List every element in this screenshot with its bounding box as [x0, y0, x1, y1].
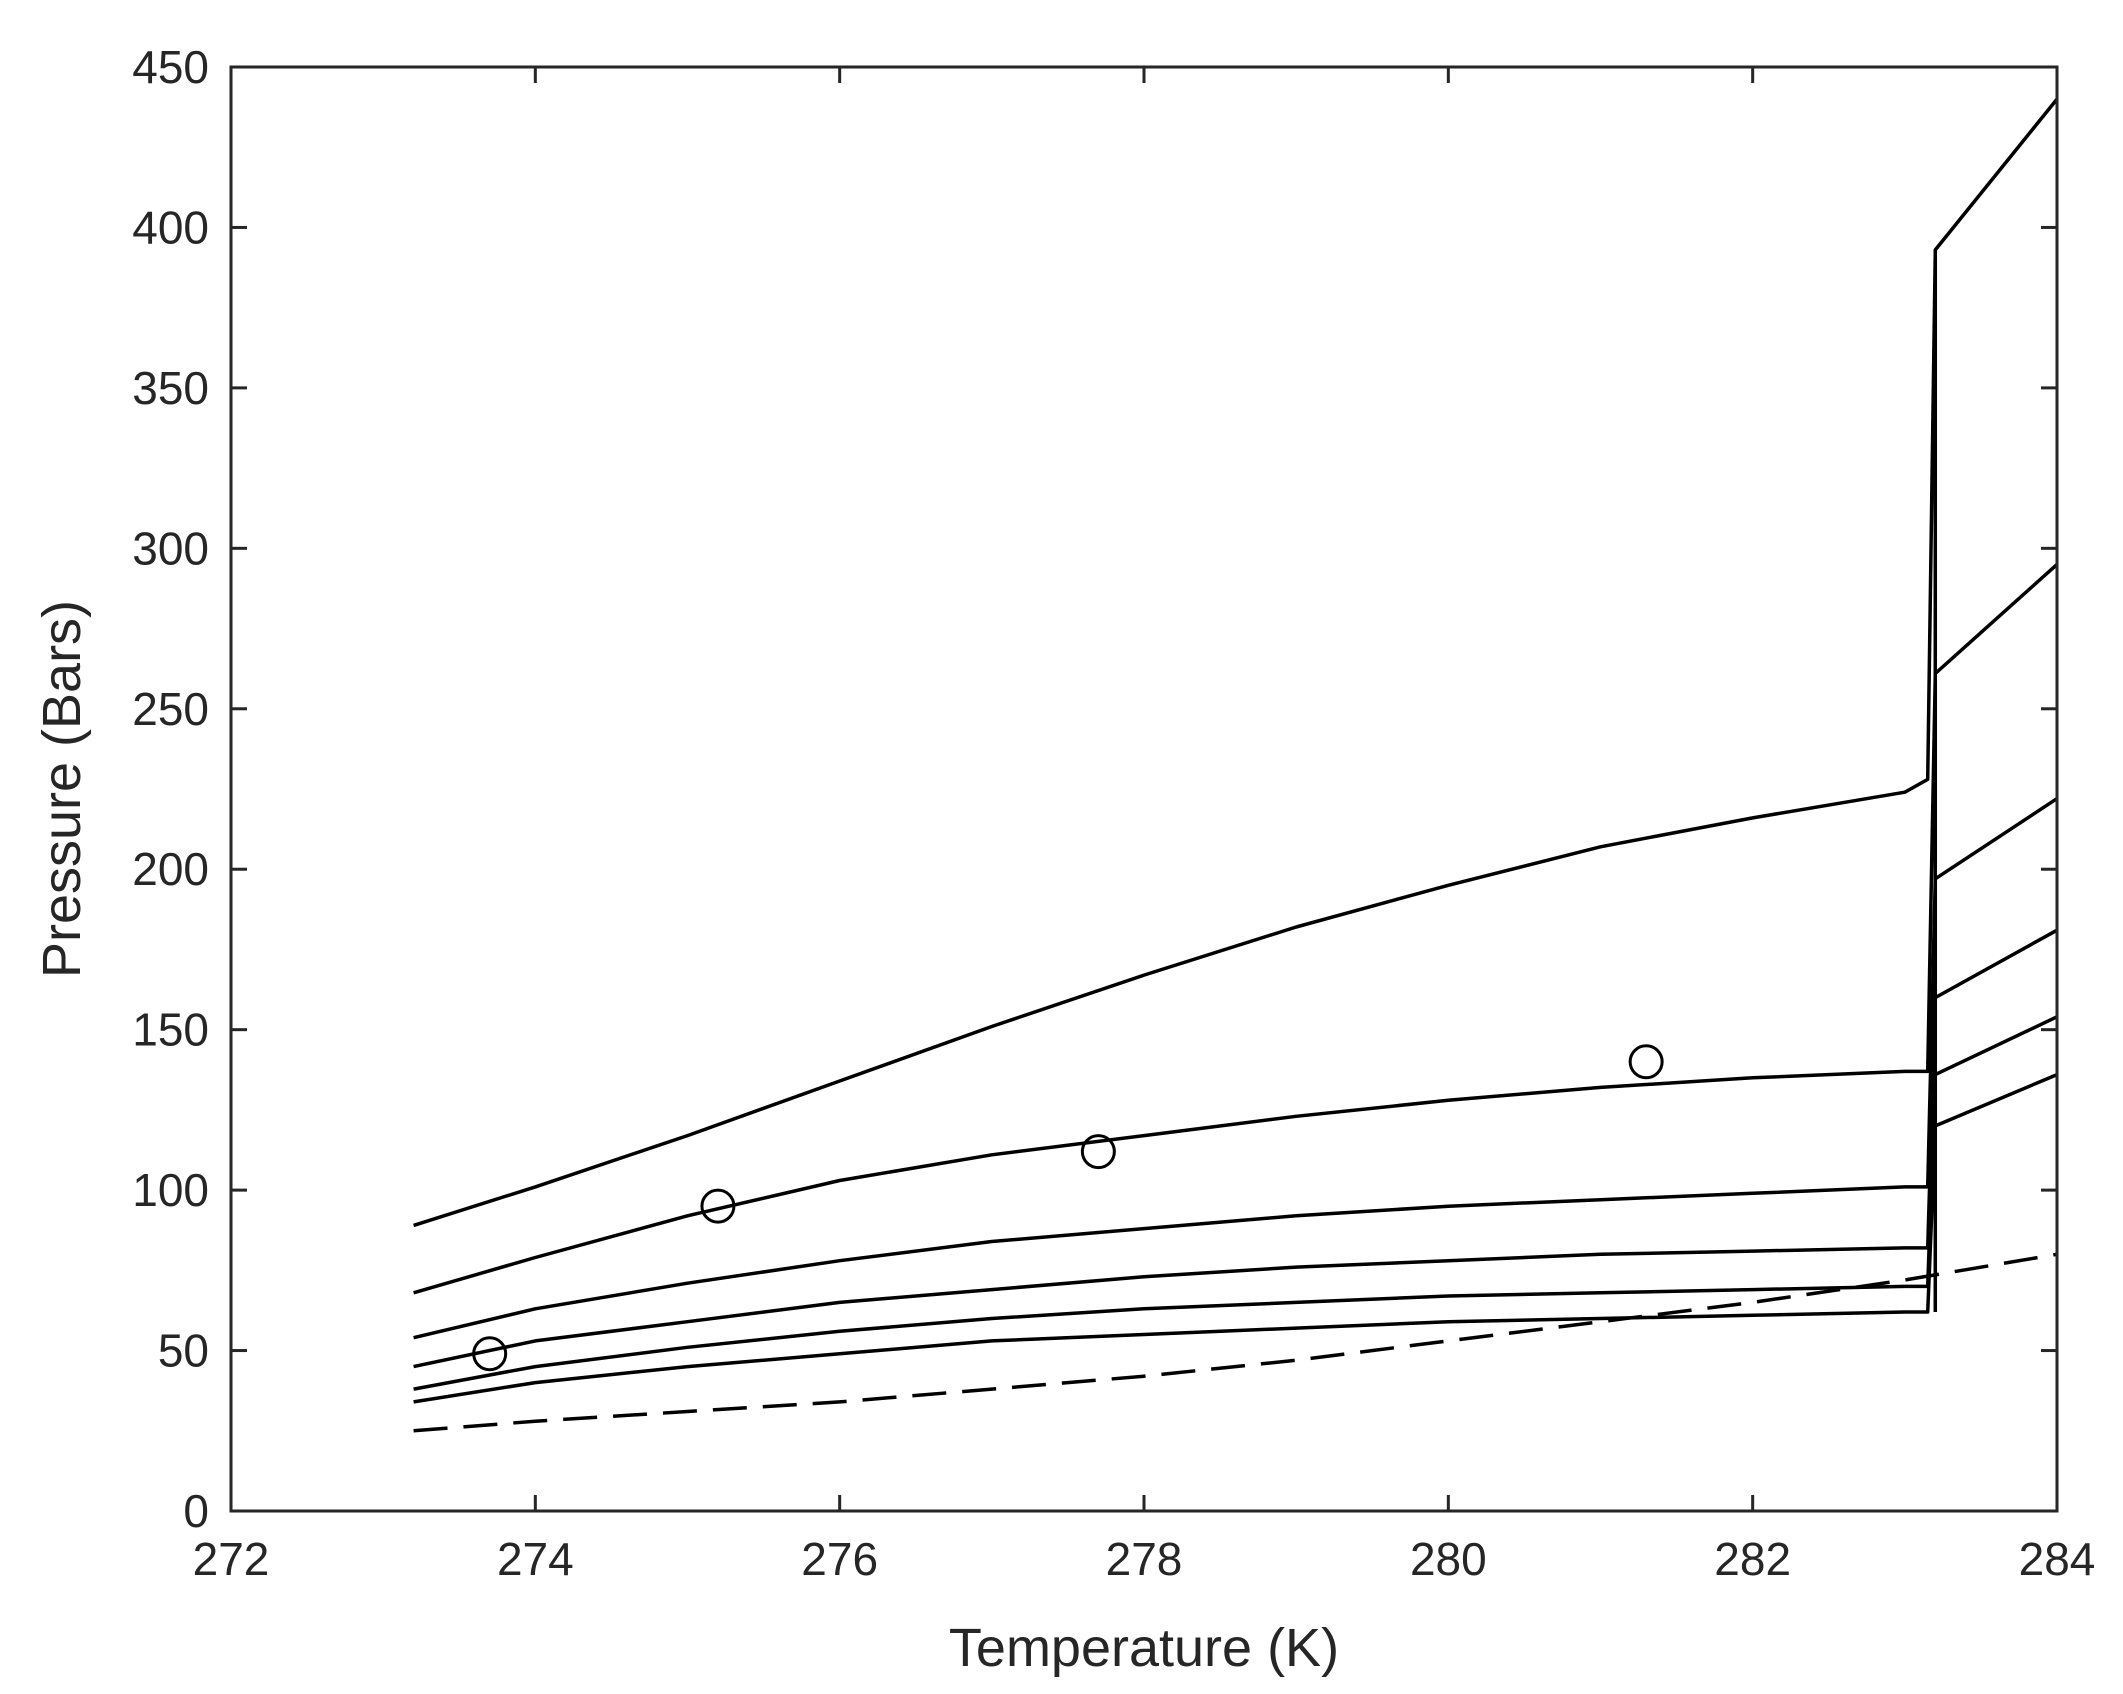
y-tick-label: 0 [183, 1485, 209, 1537]
series-line-1 [413, 98, 2059, 1228]
y-tick-label: 50 [158, 1325, 209, 1377]
y-tick-label: 350 [132, 362, 209, 414]
marker-layer [472, 1044, 1664, 1372]
y-axis-label: Pressure (Bars) [32, 600, 92, 978]
series-line-3 [413, 797, 2058, 1340]
y-tick-label: 400 [132, 201, 209, 253]
series-line-7 [413, 1252, 2058, 1433]
series-layer [413, 98, 2059, 1433]
y-tick-label: 300 [132, 522, 209, 574]
tick-layer: 272 274 276 278 280 282 284 0 50 100 150 200 250 300 3… [132, 41, 2095, 1585]
plot-area [231, 67, 2057, 1511]
y-tick-label: 250 [132, 683, 209, 735]
y-tick-label: 150 [132, 1004, 209, 1056]
data-point-marker [472, 1336, 508, 1372]
series-line-6 [413, 1072, 2058, 1404]
series-line-5 [413, 1015, 2058, 1391]
x-tick-label: 284 [2019, 1533, 2096, 1585]
data-point-marker [700, 1188, 736, 1224]
data-point-marker [1628, 1044, 1664, 1080]
x-tick-label: 272 [193, 1533, 270, 1585]
y-tick-label: 100 [132, 1164, 209, 1216]
x-tick-label: 278 [1106, 1533, 1183, 1585]
x-axis-label: Temperature (K) [949, 1618, 1339, 1678]
x-tick-label: 280 [1410, 1533, 1487, 1585]
y-tick-label: 200 [132, 843, 209, 895]
x-tick-label: 282 [1714, 1533, 1791, 1585]
x-tick-label: 276 [801, 1533, 878, 1585]
x-tick-label: 274 [497, 1533, 574, 1585]
series-line-4 [413, 928, 2058, 1369]
y-tick-label: 450 [132, 41, 209, 93]
data-point-marker [1080, 1134, 1116, 1170]
series-line-2 [413, 563, 2059, 1295]
